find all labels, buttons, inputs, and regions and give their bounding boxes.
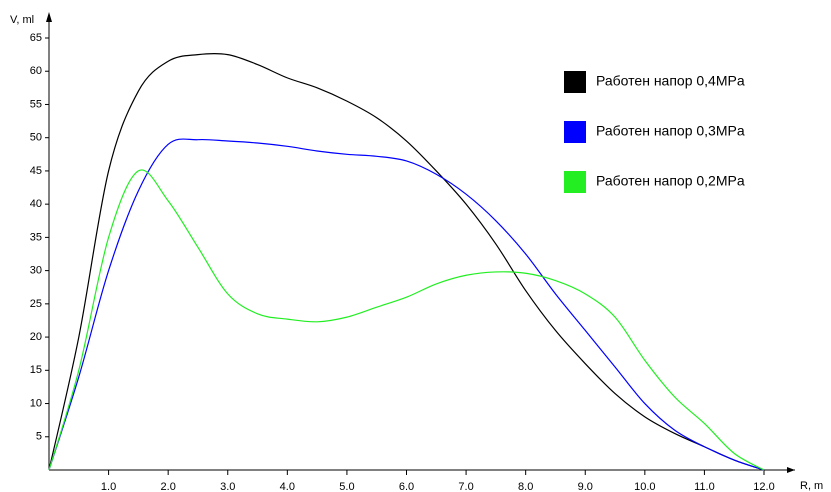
y-tick-label: 55 — [30, 98, 42, 110]
x-tick-label: 2.0 — [161, 481, 176, 492]
series-line — [48, 138, 765, 471]
legend-label: Работен напор 0,3MPa — [596, 123, 745, 139]
series-line — [48, 169, 765, 471]
x-tick-label: 7.0 — [458, 481, 473, 492]
legend-label: Работен напор 0,4MPa — [596, 73, 745, 89]
x-tick-label: 8.0 — [518, 481, 533, 492]
legend-label: Работен напор 0,2MPa — [596, 173, 745, 189]
y-tick-label: 35 — [30, 231, 42, 243]
x-tick-label: 6.0 — [399, 481, 414, 492]
y-axis-label: V, ml — [10, 14, 34, 26]
y-tick-label: 60 — [30, 65, 42, 77]
y-tick-label: 40 — [30, 198, 42, 210]
x-tick-label: 9.0 — [578, 481, 593, 492]
y-tick-label: 5 — [36, 431, 42, 443]
x-tick-label: 5.0 — [339, 481, 354, 492]
series-line — [48, 52, 765, 471]
y-tick-label: 45 — [30, 165, 42, 177]
y-tick-label: 20 — [30, 331, 42, 343]
legend-swatch — [564, 171, 586, 193]
legend-swatch — [564, 121, 586, 143]
x-tick-label: 12.0 — [753, 481, 774, 492]
x-tick-label: 3.0 — [220, 481, 235, 492]
y-tick-label: 10 — [30, 397, 42, 409]
y-tick-label: 65 — [30, 32, 42, 44]
x-tick-label: 1.0 — [101, 481, 116, 492]
y-tick-label: 30 — [30, 265, 42, 277]
x-tick-label: 11.0 — [694, 481, 715, 492]
x-axis-arrow — [787, 467, 795, 473]
x-axis-label: R, m — [800, 480, 823, 492]
y-tick-label: 15 — [30, 364, 42, 376]
y-tick-label: 50 — [30, 132, 42, 144]
x-tick-label: 4.0 — [280, 481, 295, 492]
y-axis-arrow — [46, 12, 52, 22]
legend-swatch — [564, 71, 586, 93]
x-tick-label: 10.0 — [634, 481, 655, 492]
y-tick-label: 25 — [30, 298, 42, 310]
